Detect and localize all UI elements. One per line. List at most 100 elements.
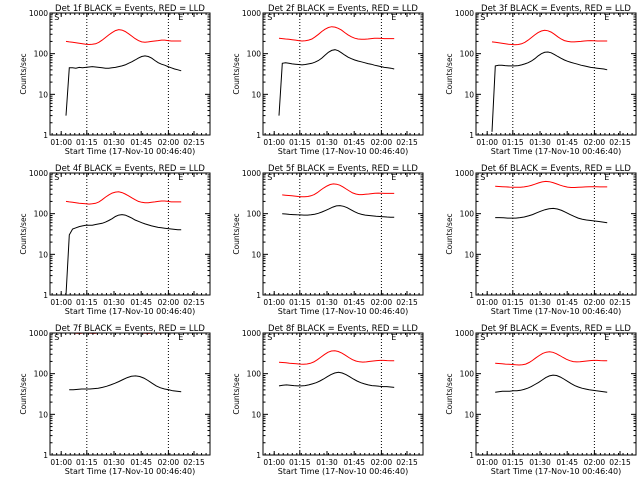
y-tick-label: 10: [464, 90, 474, 99]
x-tick-label: 01:15: [76, 458, 98, 467]
y-tick-label: 10: [251, 90, 261, 99]
y-tick-label: 10: [464, 410, 474, 419]
x-tick-label: 01:30: [103, 298, 125, 307]
plot-frame: [476, 173, 636, 295]
x-tick-label: 01:45: [343, 298, 365, 307]
plot-frame: [476, 333, 636, 455]
x-tick-label: 02:00: [371, 458, 393, 467]
x-tick-label: 01:30: [103, 458, 125, 467]
x-axis-label: Start Time (17-Nov-10 00:46:40): [278, 307, 408, 316]
x-tick-label: 01:30: [529, 298, 551, 307]
x-tick-label: 02:15: [396, 138, 418, 147]
x-axis-label: Start Time (17-Nov-10 00:46:40): [65, 307, 195, 316]
x-tick-label: 01:45: [343, 458, 365, 467]
x-tick-label: 01:00: [50, 458, 72, 467]
x-tick-label: 01:00: [50, 298, 72, 307]
x-tick-label: 01:15: [289, 138, 311, 147]
y-tick-label: 10: [251, 410, 261, 419]
events-series: [66, 215, 181, 295]
x-tick-label: 01:45: [556, 138, 578, 147]
lld-series: [495, 181, 607, 187]
x-tick-label: 01:00: [263, 138, 285, 147]
x-tick-label: 02:15: [183, 458, 205, 467]
x-tick-label: 01:30: [529, 138, 551, 147]
y-tick-label: 1: [469, 131, 474, 140]
y-tick-label: 100: [247, 50, 262, 59]
lld-series: [66, 192, 181, 204]
y-axis-label: Counts/sec: [445, 213, 454, 254]
x-tick-label: 01:15: [76, 298, 98, 307]
y-tick-label: 10: [38, 410, 48, 419]
x-tick-label: 01:45: [130, 298, 152, 307]
lld-series: [279, 27, 394, 41]
y-tick-label: 1000: [29, 329, 48, 338]
y-tick-label: 100: [460, 370, 475, 379]
y-axis-label: Counts/sec: [232, 213, 241, 254]
y-tick-label: 1: [469, 451, 474, 460]
y-tick-label: 100: [34, 50, 49, 59]
x-tick-label: 02:00: [584, 458, 606, 467]
x-tick-label: 02:15: [183, 138, 205, 147]
lld-series: [495, 352, 607, 365]
x-tick-label: 01:15: [502, 138, 524, 147]
y-tick-label: 1000: [242, 329, 261, 338]
y-tick-label: 1: [256, 291, 261, 300]
x-axis-label: Start Time (17-Nov-10 00:46:40): [491, 467, 621, 476]
y-tick-label: 1000: [29, 169, 48, 178]
y-axis-label: Counts/sec: [232, 53, 241, 94]
x-tick-label: 01:45: [556, 458, 578, 467]
x-tick-label: 01:00: [476, 138, 498, 147]
x-tick-label: 01:00: [476, 458, 498, 467]
x-tick-label: 01:15: [289, 298, 311, 307]
plot-frame: [50, 173, 210, 295]
x-tick-label: 01:30: [529, 458, 551, 467]
y-axis-label: Counts/sec: [19, 213, 28, 254]
x-tick-label: 02:15: [609, 298, 631, 307]
x-axis-label: Start Time (17-Nov-10 00:46:40): [491, 307, 621, 316]
x-tick-label: 02:00: [158, 458, 180, 467]
x-tick-label: 01:15: [502, 298, 524, 307]
events-series: [495, 375, 607, 392]
y-tick-label: 1000: [242, 169, 261, 178]
x-tick-label: 02:15: [609, 458, 631, 467]
x-axis-label: Start Time (17-Nov-10 00:46:40): [278, 467, 408, 476]
y-tick-label: 10: [38, 90, 48, 99]
lld-series: [66, 30, 181, 45]
y-tick-label: 100: [460, 210, 475, 219]
x-tick-label: 01:00: [476, 298, 498, 307]
events-series: [495, 208, 607, 222]
plot-frame: [50, 333, 210, 455]
y-tick-label: 1000: [455, 9, 474, 18]
y-tick-label: 1: [43, 131, 48, 140]
plot-frame: [476, 13, 636, 135]
lld-series: [492, 30, 607, 45]
y-tick-label: 1: [43, 291, 48, 300]
lld-series: [282, 184, 394, 197]
events-series: [282, 206, 394, 218]
x-tick-label: 02:15: [396, 298, 418, 307]
x-axis-label: Start Time (17-Nov-10 00:46:40): [278, 147, 408, 156]
x-tick-label: 01:15: [76, 138, 98, 147]
x-tick-label: 01:30: [316, 138, 338, 147]
events-series: [279, 50, 394, 116]
x-tick-label: 02:00: [371, 138, 393, 147]
events-series: [279, 372, 394, 387]
x-axis-label: Start Time (17-Nov-10 00:46:40): [65, 467, 195, 476]
x-tick-label: 01:00: [263, 458, 285, 467]
x-tick-label: 02:15: [183, 298, 205, 307]
y-tick-label: 1000: [455, 169, 474, 178]
y-tick-label: 1: [256, 451, 261, 460]
plot-frame: [263, 173, 423, 295]
lld-series: [279, 351, 394, 365]
x-tick-label: 01:45: [130, 458, 152, 467]
y-tick-label: 1: [469, 291, 474, 300]
y-tick-label: 10: [38, 250, 48, 259]
y-axis-label: Counts/sec: [445, 53, 454, 94]
